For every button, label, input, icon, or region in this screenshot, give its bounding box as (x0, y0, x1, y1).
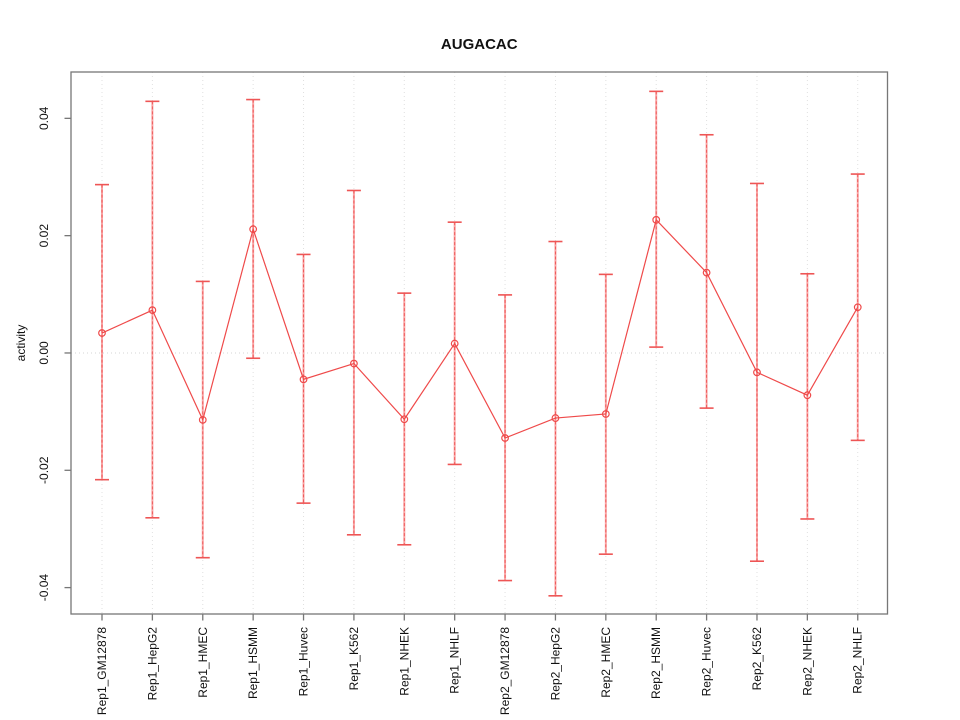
axis-layer: -0.04 -0.02 0.00 0.02 0.04 Rep1_GM12878 Rep1_H… (37, 106, 865, 715)
x-tick-label: Rep1_HepG2 (145, 627, 159, 701)
y-axis-label: activity (14, 325, 28, 362)
x-tick-label: Rep2_NHEK (800, 627, 814, 696)
x-tick-label: Rep2_HMEC (599, 627, 613, 698)
data-point (350, 359, 358, 368)
plot-border (70, 71, 889, 615)
x-tick-label: Rep1_GM12878 (95, 627, 109, 715)
y-tick-label: 0.04 (37, 106, 51, 130)
y-tick-label: -0.04 (37, 574, 51, 602)
data-point (601, 410, 610, 418)
data-point (702, 268, 711, 277)
x-tick-label: Rep1_K562 (347, 627, 361, 691)
data-point (551, 414, 560, 422)
data-point (400, 415, 409, 424)
data-point (98, 329, 106, 337)
data-point (753, 368, 761, 377)
y-tick-label: 0.00 (37, 341, 51, 365)
data-point (501, 434, 509, 442)
series-line-layer (101, 218, 859, 439)
x-tick-label: Rep1_NHEK (397, 627, 411, 696)
chart-title: AUGACAC (441, 36, 518, 53)
series-line (101, 218, 859, 439)
x-tick-label: Rep2_NHLF (851, 627, 865, 694)
x-tick-label: Rep1_NHLF (448, 627, 462, 694)
data-point (198, 415, 207, 424)
y-tick-label: 0.02 (37, 224, 51, 248)
data-point (853, 303, 862, 312)
x-tick-label: Rep1_HSMM (246, 627, 260, 699)
data-point (299, 375, 308, 384)
x-tick-label: Rep2_HSMM (649, 627, 663, 699)
data-point-layer (98, 215, 862, 442)
x-tick-label: Rep1_Huvec (297, 627, 311, 696)
x-tick-label: Rep1_HMEC (196, 627, 210, 698)
x-tick-label: Rep2_HepG2 (548, 627, 562, 701)
data-point (148, 306, 157, 315)
data-point (249, 225, 258, 234)
x-tick-label: Rep2_Huvec (700, 627, 714, 696)
data-point (652, 215, 661, 224)
y-tick-label: -0.02 (37, 456, 51, 484)
data-point (450, 339, 459, 348)
x-tick-label: Rep2_K562 (750, 627, 764, 691)
data-point (803, 391, 812, 400)
x-tick-label: Rep2_GM12878 (498, 627, 512, 715)
